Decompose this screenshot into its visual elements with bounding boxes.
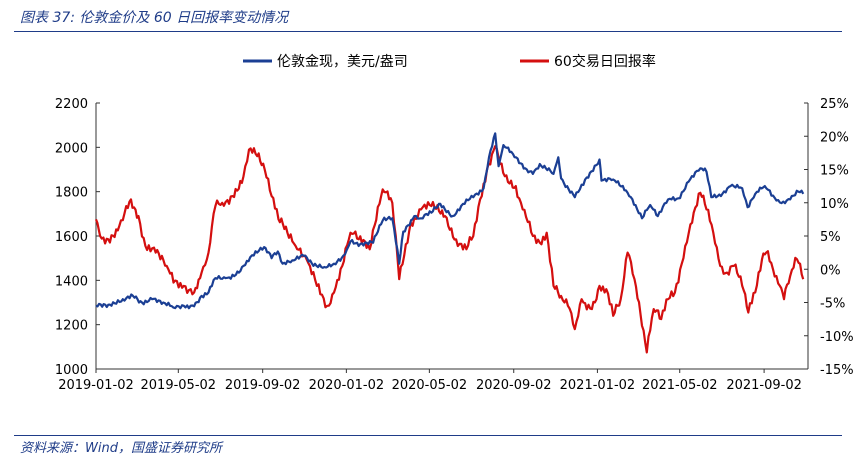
y-right-tick-label: 0% (820, 263, 841, 278)
y-right-tick-label: 25% (820, 97, 849, 112)
x-tick-label: 2019-01-02 (58, 378, 134, 393)
y-left-tick-label: 1800 (55, 186, 88, 201)
x-tick-label: 2020-05-02 (392, 378, 468, 393)
x-tick-label: 2021-01-02 (560, 378, 636, 393)
legend-label-return: 60交易日回报率 (554, 53, 656, 70)
legend-label-gold: 伦敦金现，美元/盎司 (277, 54, 408, 70)
series (94, 132, 805, 354)
legend: 伦敦金现，美元/盎司 60交易日回报率 (243, 53, 656, 70)
y-right-tick-label: 5% (820, 230, 841, 245)
series-line-gold (95, 132, 805, 310)
x-tick-label: 2021-09-02 (726, 378, 802, 393)
top-rule (14, 31, 842, 32)
y-left-tick-label: 1400 (55, 274, 88, 289)
y-right-tick-label: -5% (820, 297, 845, 312)
x-tick-label: 2019-05-02 (141, 378, 217, 393)
y-left-tick-label: 1000 (55, 363, 88, 378)
y-right-tick-label: 15% (820, 164, 849, 179)
figure-caption: 图表 37: 伦敦金价及 60 日回报率变动情况 (20, 10, 289, 26)
y-left-tick-label: 1200 (55, 319, 88, 334)
y-left-tick-label: 2000 (55, 141, 88, 156)
y-right-tick-label: 10% (820, 197, 849, 212)
bottom-rule (14, 435, 842, 436)
y-right-tick-label: -10% (820, 330, 854, 345)
x-tick-label: 2020-01-02 (309, 378, 385, 393)
series-line-return (94, 145, 805, 354)
x-tick-label: 2019-09-02 (225, 378, 301, 393)
y-right-tick-label: 20% (820, 130, 849, 145)
x-tick-label: 2020-09-02 (476, 378, 552, 393)
y-left-tick-label: 1600 (55, 230, 88, 245)
y-right-tick-label: -15% (820, 363, 854, 378)
source-note: 资料来源：Wind，国盛证券研究所 (20, 441, 222, 456)
y-left-tick-label: 2200 (55, 97, 88, 112)
axes: 1000 1200 1400 1600 1800 2000 2200 -15% -10% -5% 0… (55, 97, 854, 393)
x-tick-label: 2021-05-02 (642, 378, 718, 393)
